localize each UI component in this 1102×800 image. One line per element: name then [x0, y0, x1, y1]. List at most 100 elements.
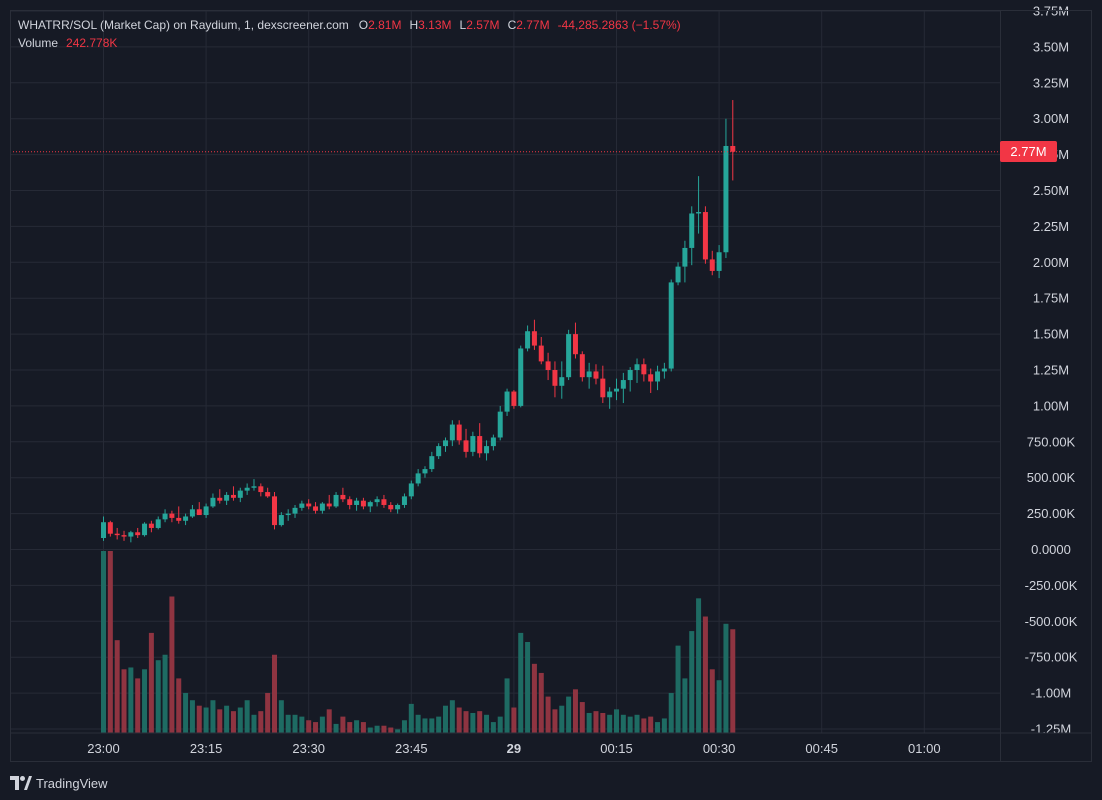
chart-legend: WHATRR/SOL (Market Cap) on Raydium, 1, d… — [18, 16, 681, 52]
candle-body — [429, 456, 435, 470]
candle-body — [648, 374, 654, 382]
candle-body — [655, 371, 661, 382]
volume-bar — [237, 707, 243, 733]
volume-bar — [258, 711, 264, 733]
candle-body — [531, 331, 537, 346]
candle-body — [627, 370, 633, 381]
volume-bar — [121, 669, 127, 733]
volume-bar — [306, 720, 312, 733]
volume-bar — [278, 700, 284, 733]
candle-body — [641, 364, 647, 375]
candle-body — [162, 513, 168, 520]
volume-bar — [600, 712, 606, 733]
candle-body — [258, 486, 264, 493]
volume-bar — [593, 711, 599, 733]
candle-body — [566, 334, 572, 378]
grid-lines — [10, 10, 1000, 733]
candle-body — [463, 440, 469, 452]
volume-bar — [579, 702, 585, 733]
candle-body — [545, 361, 551, 370]
price-tick-label: 1.25M — [1033, 363, 1069, 378]
candle-body — [422, 469, 428, 474]
candle-body — [210, 497, 216, 507]
tradingview-attribution[interactable]: TradingView — [10, 773, 108, 793]
candle-body — [709, 259, 715, 271]
volume-bar — [634, 714, 640, 733]
price-tick-label: 1.00M — [1033, 398, 1069, 413]
volume-bar — [497, 716, 503, 733]
volume-bar — [696, 598, 702, 733]
volume-bar — [531, 663, 537, 733]
candle-body — [360, 500, 366, 507]
volume-bar — [614, 709, 619, 733]
candle-body — [614, 388, 619, 392]
volume-bar — [723, 623, 729, 733]
volume-bar — [415, 714, 421, 733]
time-axis[interactable]: 23:00 23:15 23:30 23:45 29 00:15 00:30 00:45 01:… — [87, 741, 940, 756]
candle-body — [347, 499, 353, 505]
price-axis[interactable]: 3.75M3.50M3.25M3.00M2.75M2.50M2.25M2.00M… — [1025, 4, 1078, 737]
candle-body — [586, 371, 592, 378]
volume-bar — [251, 714, 257, 733]
tradingview-brand: TradingView — [36, 775, 108, 791]
candle-body — [381, 499, 387, 505]
price-tick-label: 0.0000 — [1031, 542, 1071, 557]
tradingview-logo-icon — [10, 776, 32, 790]
candles — [101, 100, 736, 543]
candle-body — [292, 507, 298, 514]
volume-bar — [299, 716, 305, 733]
candle-body — [169, 513, 175, 518]
candle-body — [313, 506, 319, 511]
volume-bar — [661, 718, 667, 733]
candle-body — [176, 517, 182, 521]
candle-body — [340, 494, 346, 500]
volume-bar — [285, 714, 291, 733]
time-tick-label: 01:00 — [908, 741, 941, 756]
candle-body — [511, 391, 517, 406]
volume-bar — [230, 711, 236, 733]
price-tick-label: -500.00K — [1025, 614, 1078, 629]
volume-bar — [272, 654, 277, 733]
volume-bar — [504, 678, 510, 733]
candle-body — [128, 532, 134, 537]
volume-bar — [265, 692, 271, 733]
candle-body — [702, 212, 708, 260]
candle-body — [285, 513, 291, 516]
volume-bar — [655, 722, 661, 733]
volume-bar — [627, 716, 633, 733]
candle-body — [395, 504, 401, 510]
candle-body — [367, 502, 373, 507]
candle-body — [121, 535, 127, 537]
candle-body — [374, 499, 380, 503]
volume-bar — [162, 654, 168, 733]
volume-bar — [347, 722, 353, 733]
price-tick-label: 3.25M — [1033, 75, 1069, 90]
volume-bar — [374, 725, 380, 733]
volume-bar — [607, 714, 613, 733]
price-tick-label: 750.00K — [1027, 434, 1076, 449]
volume-bar — [429, 718, 435, 733]
volume-bar — [490, 722, 496, 733]
volume-bar — [552, 709, 558, 733]
volume-bar — [484, 714, 490, 733]
price-tick-label: 250.00K — [1027, 506, 1076, 521]
candle-body — [415, 473, 421, 484]
candle-body — [538, 345, 544, 362]
volume-label[interactable]: Volume — [18, 36, 59, 50]
volume-bar — [217, 709, 223, 733]
candle-body — [230, 494, 236, 498]
symbol-title[interactable]: WHATRR/SOL (Market Cap) on Raydium, 1, d… — [18, 18, 349, 32]
high-label: H — [409, 18, 419, 32]
candle-body — [408, 483, 414, 497]
price-tick-label: 2.50M — [1033, 183, 1069, 198]
time-tick-label: 00:45 — [805, 741, 838, 756]
candle-body — [504, 391, 510, 412]
volume-bar — [155, 660, 161, 733]
volume-bar — [401, 720, 407, 733]
candle-body — [333, 494, 339, 507]
candle-body — [326, 503, 332, 507]
volume-bar — [107, 551, 113, 733]
candle-body — [101, 522, 106, 539]
volume-bar — [313, 722, 319, 733]
